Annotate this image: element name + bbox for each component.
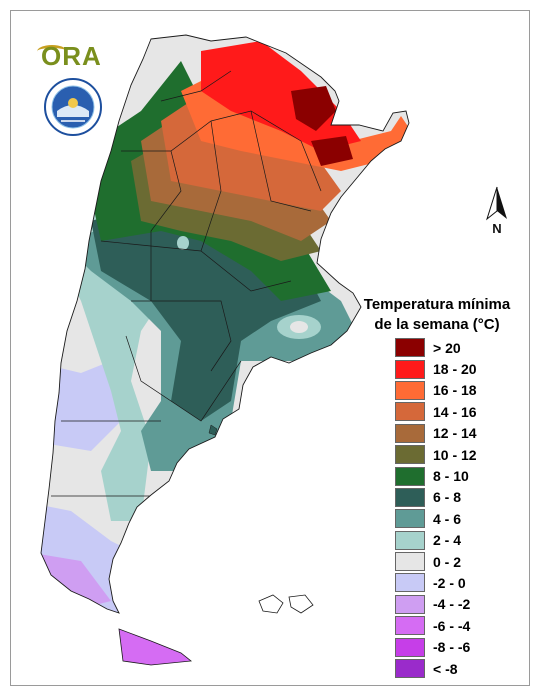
legend-item: 0 - 2: [395, 551, 477, 572]
legend-label: 0 - 2: [433, 553, 462, 570]
malvinas-islands: [258, 594, 314, 614]
legend-item: < -8: [395, 658, 477, 679]
legend-item: 18 - 20: [395, 358, 477, 379]
legend-item: 14 - 16: [395, 401, 477, 422]
legend-swatch: [395, 423, 425, 443]
logo-swoosh-icon: [37, 45, 67, 58]
legend-item: -8 - -6: [395, 636, 477, 657]
map-frame: ORA N Temperatura mínima de la semana (°…: [10, 10, 530, 686]
smn-argentina-seal-icon: [44, 78, 102, 136]
legend-label: -2 - 0: [433, 574, 466, 591]
legend-label: < -8: [433, 660, 458, 677]
legend-swatch: [395, 338, 425, 358]
legend-label: 14 - 16: [433, 403, 477, 420]
legend-swatch: [395, 466, 425, 486]
legend-swatch: [395, 594, 425, 614]
legend-swatch: [395, 573, 425, 593]
legend-swatch: [395, 659, 425, 679]
legend-item: 16 - 18: [395, 380, 477, 401]
legend-label: -6 - -4: [433, 617, 471, 634]
north-arrow-icon: [486, 186, 507, 221]
legend-item: -4 - -2: [395, 594, 477, 615]
legend-label: 4 - 6: [433, 510, 462, 527]
legend: > 20 18 - 20 16 - 18 14 - 16 12 - 14 10 - 12 8…: [395, 337, 477, 679]
legend-swatch: [395, 359, 425, 379]
ora-logo: ORA: [37, 35, 117, 71]
legend-swatch: [395, 616, 425, 636]
legend-swatch: [395, 637, 425, 657]
legend-swatch: [395, 445, 425, 465]
legend-item: -6 - -4: [395, 615, 477, 636]
country-outline: [40, 34, 410, 614]
peninsula-valdes: [208, 424, 218, 436]
legend-swatch: [395, 402, 425, 422]
legend-item: > 20: [395, 337, 477, 358]
legend-item: 12 - 14: [395, 423, 477, 444]
legend-label: 8 - 10: [433, 468, 469, 485]
legend-label: 16 - 18: [433, 382, 477, 399]
legend-label: 18 - 20: [433, 361, 477, 378]
legend-item: -2 - 0: [395, 572, 477, 593]
isotherm-fill: [41, 35, 409, 613]
legend-label: 10 - 12: [433, 446, 477, 463]
legend-title-line2: de la semana (°C): [374, 316, 500, 333]
legend-title-line1: Temperatura mínima: [363, 296, 511, 313]
province-borders: [51, 70, 322, 497]
legend-label: > 20: [433, 339, 461, 356]
legend-swatch: [395, 487, 425, 507]
legend-item: 8 - 10: [395, 465, 477, 486]
legend-item: 6 - 8: [395, 487, 477, 508]
legend-label: 6 - 8: [433, 489, 462, 506]
legend-title: Temperatura mínima de la semana (°C): [345, 295, 529, 335]
legend-item: 10 - 12: [395, 444, 477, 465]
north-arrow: N: [485, 185, 509, 239]
legend-label: 12 - 14: [433, 425, 477, 442]
ora-logo-text: ORA: [41, 41, 102, 71]
legend-swatch: [395, 530, 425, 550]
legend-label: -4 - -2: [433, 596, 471, 613]
legend-label: 2 - 4: [433, 532, 462, 549]
legend-item: 2 - 4: [395, 530, 477, 551]
tierra-del-fuego: [118, 628, 193, 666]
legend-item: 4 - 6: [395, 508, 477, 529]
north-label: N: [492, 221, 502, 236]
legend-label: -8 - -6: [433, 639, 471, 656]
legend-swatch: [395, 552, 425, 572]
temperature-map: [40, 34, 410, 666]
legend-swatch: [395, 380, 425, 400]
legend-swatch: [395, 509, 425, 529]
